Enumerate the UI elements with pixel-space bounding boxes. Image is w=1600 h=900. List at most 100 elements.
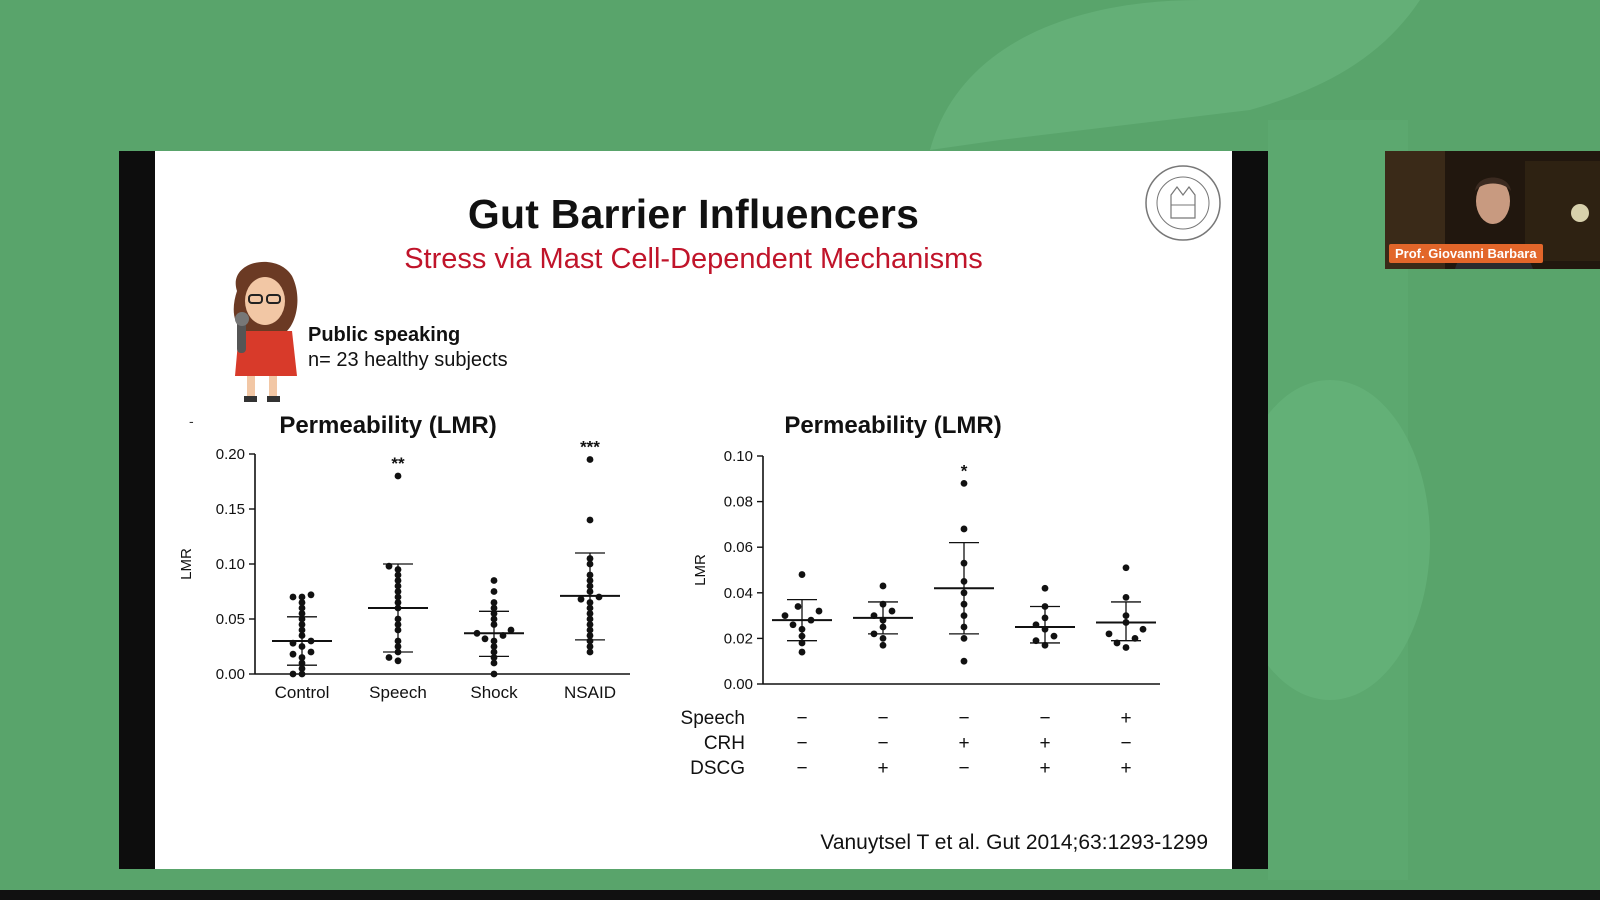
- data-point: [385, 654, 393, 661]
- y-tick-label: 0.05: [216, 611, 245, 628]
- condition-sign: +: [958, 733, 969, 754]
- condition-sign: +: [1120, 708, 1131, 729]
- data-point: [481, 635, 489, 643]
- chart-permeability-by-treatment: Permeability (LMR) LMR 0.00 0.02 0.04 0.06 0.0…: [681, 412, 1160, 779]
- data-point: [490, 659, 498, 667]
- data-point: [586, 648, 594, 656]
- data-point: [1139, 625, 1147, 633]
- condition-sign: +: [1120, 758, 1131, 779]
- significance-marker: *: [961, 461, 968, 480]
- significance-marker: **: [391, 454, 405, 473]
- data-point: [586, 456, 594, 463]
- data-point: [289, 593, 297, 601]
- y-tick-label: 0.04: [724, 585, 753, 602]
- data-point: [490, 577, 498, 584]
- data-point: [879, 641, 887, 649]
- category-label: Shock: [470, 683, 518, 702]
- data-point: [298, 670, 306, 678]
- presenter-name-label: Prof. Giovanni Barbara: [1389, 244, 1543, 263]
- stray-mark: -: [189, 413, 194, 429]
- y-axis-label: LMR: [692, 554, 709, 586]
- condition-sign: −: [958, 708, 969, 729]
- bottom-strip: [0, 890, 1600, 900]
- data-point: [1041, 584, 1049, 592]
- data-point: [1122, 644, 1130, 651]
- data-point: [490, 599, 498, 606]
- data-point: [1050, 632, 1058, 640]
- y-axis-label: LMR: [178, 548, 195, 580]
- data-point: [960, 525, 968, 533]
- category-label: Speech: [369, 683, 427, 702]
- data-point: [879, 582, 887, 590]
- condition-label: DSCG: [690, 758, 745, 779]
- data-point: [794, 603, 802, 610]
- data-point: [307, 648, 315, 656]
- data-point: [298, 593, 306, 601]
- condition-sign: −: [796, 758, 807, 779]
- y-tick-label: 0.08: [724, 494, 753, 511]
- speaker-cartoon-image: [233, 261, 298, 402]
- presentation-slide: Gut Barrier Influencers Stress via Mast …: [155, 151, 1232, 869]
- condition-sign: −: [877, 708, 888, 729]
- category-label: NSAID: [564, 683, 616, 702]
- y-tick-label: 0.20: [216, 446, 245, 463]
- chart-permeability-by-stressor: Permeability (LMR) LMR 0.00 0.05 0.10 0.15 0.2…: [178, 412, 630, 702]
- university-seal-icon: [1145, 165, 1221, 241]
- data-point: [789, 621, 797, 629]
- condition-sign: −: [877, 733, 888, 754]
- data-point: [394, 472, 402, 480]
- data-point: [815, 607, 823, 615]
- category-label: Control: [275, 683, 330, 702]
- chart-title: Permeability (LMR): [279, 412, 496, 439]
- data-point: [798, 571, 806, 578]
- data-point: [490, 670, 498, 678]
- data-point: [1105, 630, 1113, 638]
- data-point: [586, 516, 594, 524]
- data-point: [298, 599, 306, 606]
- presenter-video-tile[interactable]: Prof. Giovanni Barbara: [1385, 151, 1600, 269]
- data-point: [586, 643, 594, 650]
- data-point: [1122, 564, 1130, 572]
- y-tick-label: 0.02: [724, 630, 753, 647]
- condition-sign: +: [1039, 733, 1050, 754]
- data-point: [595, 593, 603, 601]
- y-tick-label: 0.00: [724, 676, 753, 693]
- condition-sign: +: [1039, 758, 1050, 779]
- data-point: [960, 479, 968, 487]
- data-point: [289, 670, 297, 678]
- study-label: Public speaking: [308, 324, 461, 346]
- data-point: [781, 612, 789, 619]
- condition-sign: −: [1120, 733, 1131, 754]
- y-tick-label: 0.00: [216, 666, 245, 683]
- data-point: [289, 650, 297, 658]
- data-point: [298, 665, 306, 672]
- condition-sign: +: [877, 758, 888, 779]
- data-point: [298, 610, 306, 617]
- significance-marker: ***: [580, 438, 600, 457]
- data-point: [490, 588, 498, 595]
- data-point: [307, 591, 315, 599]
- condition-sign: −: [1039, 708, 1050, 729]
- condition-label: CRH: [704, 733, 745, 754]
- study-sample-size: n= 23 healthy subjects: [308, 349, 508, 371]
- y-tick-label: 0.10: [724, 448, 753, 465]
- chart-title: Permeability (LMR): [784, 412, 1001, 439]
- y-tick-label: 0.15: [216, 501, 245, 518]
- data-point: [298, 604, 306, 612]
- slide-subtitle: Stress via Mast Cell-Dependent Mechanism…: [404, 243, 983, 275]
- data-point: [1122, 593, 1130, 601]
- data-point: [798, 648, 806, 656]
- condition-sign: −: [958, 758, 969, 779]
- data-point: [507, 626, 515, 634]
- citation: Vanuytsel T et al. Gut 2014;63:1293-1299: [820, 831, 1208, 854]
- data-point: [879, 635, 887, 642]
- condition-label: Speech: [681, 708, 745, 729]
- data-point: [490, 604, 498, 612]
- data-point: [888, 607, 896, 615]
- slide-title: Gut Barrier Influencers: [467, 191, 920, 237]
- condition-sign: −: [796, 733, 807, 754]
- data-point: [577, 595, 585, 603]
- data-point: [394, 657, 402, 665]
- data-point: [960, 657, 968, 665]
- y-tick-label: 0.10: [216, 556, 245, 573]
